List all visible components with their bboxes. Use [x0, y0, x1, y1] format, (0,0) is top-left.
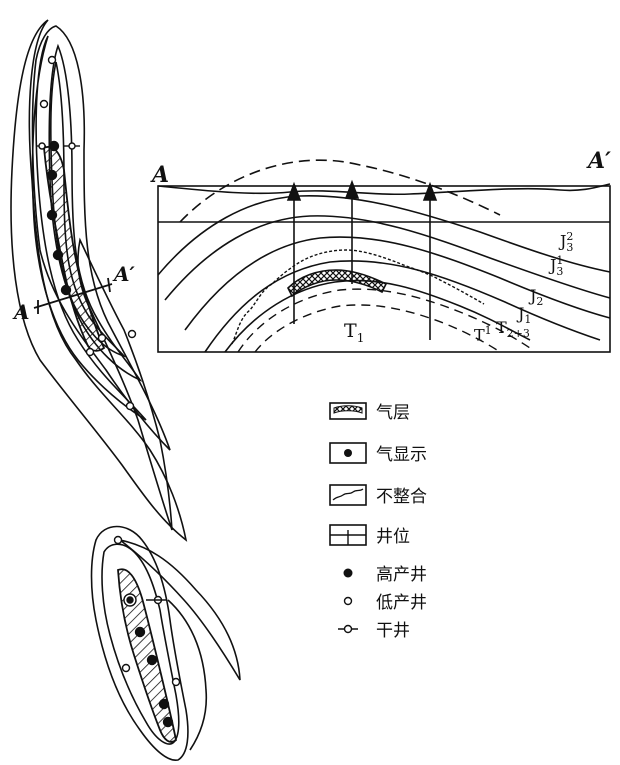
legend-label: 高产井 [376, 565, 427, 585]
unconformity-swatch-icon [328, 483, 370, 506]
legend-label: 气显示 [376, 445, 427, 465]
map-section-line [33, 277, 113, 314]
north-structure-contours [10, 19, 188, 542]
legend-label: 不整合 [376, 487, 427, 507]
legend-label: 气层 [376, 403, 410, 423]
stratum-label-J3-1: J13 [550, 254, 564, 278]
legend-item-low-yield-well: 低产井 [328, 588, 427, 613]
section-label-right: A′ [588, 148, 611, 174]
map-label-right: A′ [114, 262, 135, 286]
legend-label: 低产井 [376, 593, 427, 613]
south-wells [113, 535, 181, 728]
legend-item-dry-well: 干井 [328, 616, 410, 641]
cross-section [157, 159, 611, 353]
legend-item-gas-show: 气显示 [328, 440, 427, 465]
legend-label: 井位 [376, 527, 410, 547]
stratum-label-T1: T1 [344, 320, 365, 345]
dry-well-symbol-icon [328, 618, 370, 640]
stratum-label-T23: T2+3 [496, 318, 530, 341]
legend-item-gas-layer: 气层 [328, 398, 410, 423]
low-yield-well-circle-icon [328, 590, 370, 612]
south-structure-contours [90, 525, 241, 761]
legend-item-unconformity: 不整合 [328, 482, 427, 507]
map-label-left: A [14, 300, 30, 324]
stratum-label-J1: J1 [518, 304, 532, 327]
section-gas-layer [287, 269, 388, 298]
well-location-swatch-icon [328, 523, 370, 546]
stratum-label-T1prime: T1 [474, 324, 492, 345]
south-gas-zone [117, 568, 177, 743]
north-wells [36, 55, 137, 411]
legend-item-high-yield-well: 高产井 [328, 560, 427, 585]
legend-label: 干井 [376, 621, 410, 641]
gas-show-swatch-icon [328, 441, 370, 464]
legend-item-well-location: 井位 [328, 522, 410, 547]
section-label-left: A [152, 162, 170, 188]
high-yield-well-dot-icon [328, 562, 370, 584]
stratum-label-J3-2: J23 [560, 230, 574, 254]
gas-layer-swatch-icon [328, 400, 370, 422]
stratum-label-J2: J2 [530, 286, 544, 309]
